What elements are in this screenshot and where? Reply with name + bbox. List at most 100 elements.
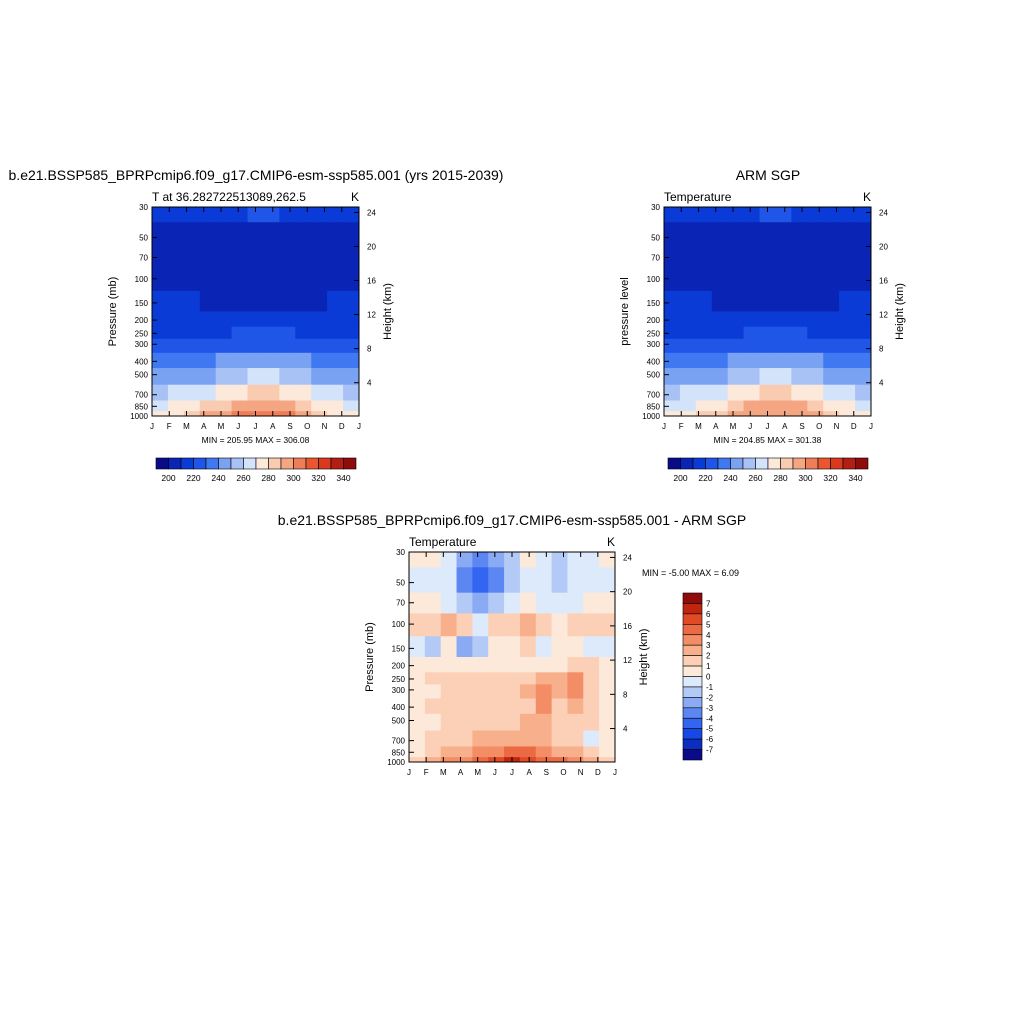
heatmap-cell	[791, 368, 808, 386]
x-tick-label: J	[236, 422, 240, 431]
heatmap-cell	[215, 352, 233, 369]
heatmap-cell	[535, 636, 553, 658]
heatmap-cell	[839, 311, 856, 328]
heatmap-cell	[183, 326, 201, 340]
heatmap-cell	[472, 757, 489, 762]
heatmap-cell	[152, 411, 169, 416]
heatmap-cell	[263, 207, 280, 223]
heatmap-cell	[664, 338, 681, 354]
y-tick-label: 500	[392, 716, 406, 725]
heatmap-cell	[839, 247, 856, 269]
heatmap-cell	[695, 247, 713, 269]
heatmap-cell	[488, 592, 505, 615]
heatmap-cell	[679, 290, 697, 313]
y-tick-label: 50	[139, 233, 148, 242]
heatmap-cell	[263, 384, 280, 402]
heatmap-cell	[199, 411, 217, 416]
y2-tick-label: 16	[879, 277, 888, 286]
heatmap-cell	[695, 207, 713, 223]
y-tick-label: 30	[651, 203, 660, 212]
heatmap-cell	[199, 368, 217, 386]
heatmap-cell	[183, 290, 201, 313]
heatmap-cell	[199, 338, 217, 354]
y-tick-label: 50	[651, 233, 660, 242]
heatmap-cell	[567, 657, 584, 673]
heatmap-cell	[535, 657, 553, 673]
heatmap-cell	[424, 672, 442, 686]
heatmap-cell	[424, 636, 442, 658]
heatmap-cell	[327, 290, 344, 313]
heatmap-cell	[839, 352, 856, 369]
heatmap-cell	[152, 311, 169, 328]
heatmap-cell	[504, 657, 521, 673]
heatmap-cell	[183, 222, 201, 249]
heatmap-cell	[440, 592, 458, 615]
heatmap-cell	[695, 326, 713, 340]
colorbar-swatch	[682, 655, 703, 667]
panel-title: b.e21.BSSP585_BPRPcmip6.f09_g17.CMIP6-es…	[278, 512, 746, 528]
heatmap-cell	[567, 636, 584, 658]
y-tick-label: 200	[392, 662, 406, 671]
heatmap-cell	[311, 411, 328, 416]
heatmap-cell	[279, 384, 296, 402]
colorbar-swatch	[817, 457, 831, 470]
colorbar-label: 220	[186, 473, 200, 483]
heatmap-cell	[456, 552, 473, 568]
heatmap-cell	[791, 311, 808, 328]
heatmap-cell	[424, 592, 442, 615]
y-tick-label: 70	[396, 599, 405, 608]
heatmap-cell	[167, 222, 185, 249]
x-tick-label: F	[167, 422, 172, 431]
x-tick-label: A	[713, 422, 719, 431]
heatmap-cell	[695, 384, 713, 402]
y-axis-title: Pressure (mb)	[364, 622, 376, 692]
colorbar-label: 200	[161, 473, 175, 483]
y2-tick-label: 24	[623, 553, 632, 562]
heatmap-cell	[167, 247, 185, 269]
colorbar-swatch	[682, 592, 703, 604]
x-tick-label: A	[458, 768, 464, 777]
heatmap-cell	[504, 552, 521, 568]
heatmap-cell	[215, 311, 233, 328]
heatmap-cell	[583, 672, 600, 686]
heatmap-cell	[664, 326, 681, 340]
heatmap-cell	[199, 222, 217, 249]
heatmap-cell	[152, 352, 169, 369]
colorbar-label: -2	[706, 693, 714, 702]
heatmap-cell	[440, 672, 458, 686]
heatmap-cell	[504, 592, 521, 615]
heatmap-cell	[679, 338, 697, 354]
y-axis-height: 4 8 12 16 20 24	[866, 208, 888, 388]
colorbar-swatch	[155, 457, 169, 470]
colorbar-swatch	[268, 457, 282, 470]
panel-stats: MIN = 205.95 MAX = 306.08	[202, 435, 310, 445]
y2-tick-label: 4	[367, 379, 372, 388]
heatmap-cell	[807, 311, 824, 328]
heatmap-cell	[519, 567, 537, 594]
heatmap-cell	[327, 222, 344, 249]
heatmap-cell	[583, 552, 600, 568]
heatmap-cell	[839, 400, 856, 412]
colorbar-swatch	[682, 603, 703, 615]
y2-tick-label: 20	[367, 242, 376, 251]
heatmap-cell	[472, 672, 489, 686]
heatmap-cell	[183, 311, 201, 328]
x-tick-label: J	[510, 768, 514, 777]
x-tick-label: J	[493, 768, 497, 777]
colorbar-swatch	[682, 686, 703, 698]
heatmap-cell	[711, 268, 729, 292]
y-tick-label: 70	[651, 254, 660, 263]
x-tick-label: D	[851, 422, 857, 431]
heatmap-cell	[215, 326, 233, 340]
heatmap-cell	[472, 613, 489, 637]
heatmap-cell	[679, 326, 697, 340]
x-tick-label: D	[595, 768, 601, 777]
heatmap-cell	[807, 247, 824, 269]
heatmap-cell	[775, 207, 792, 223]
heatmap-cell	[599, 730, 615, 748]
heatmap-cell	[823, 326, 840, 340]
heatmap-cell	[488, 684, 505, 700]
heatmap-cell	[327, 311, 344, 328]
heatmap-cell	[823, 311, 840, 328]
heatmap-cell	[215, 268, 233, 292]
